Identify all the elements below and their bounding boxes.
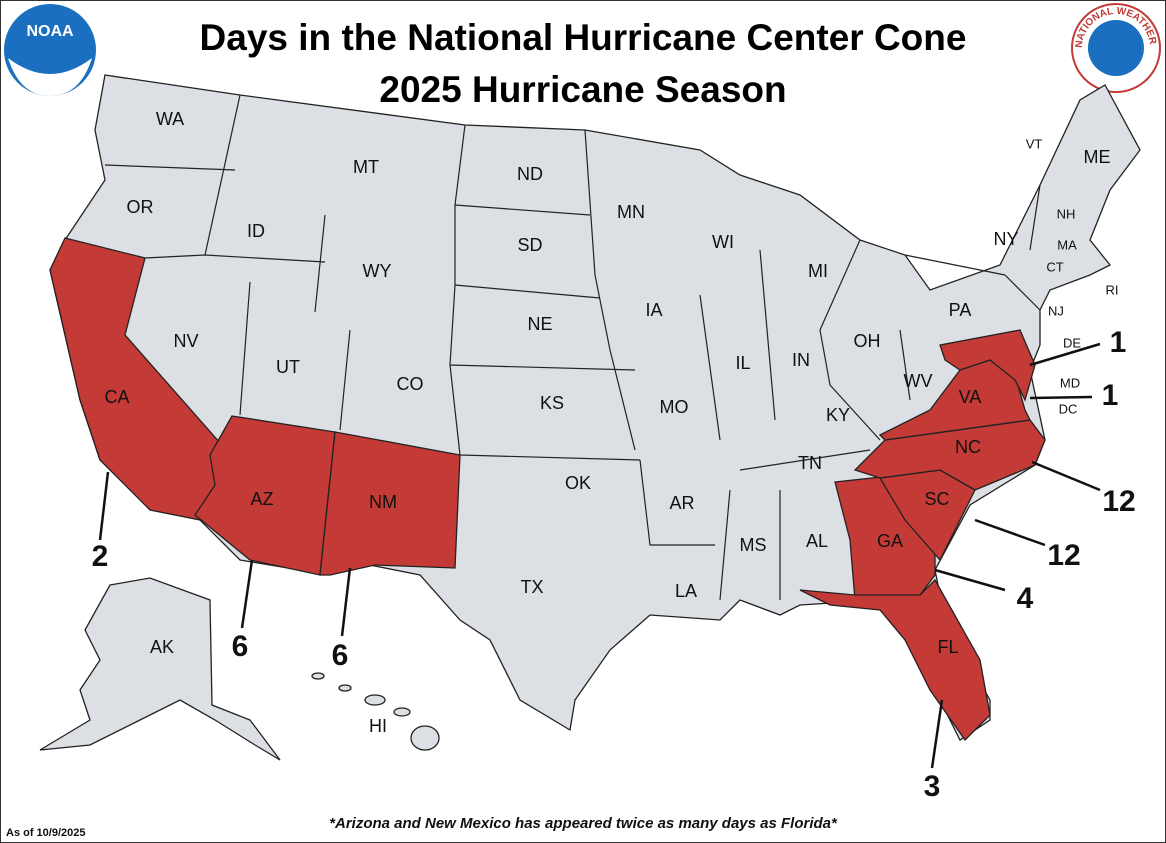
state-label: TX [520,577,543,597]
days-label: 1 [1102,379,1119,412]
state-label: MD [1060,375,1080,390]
state-label: DC [1059,401,1078,416]
state-label: PA [949,300,972,320]
state-label: IL [735,353,750,373]
noaa-text: NOAA [26,23,74,40]
days-label: 2 [92,540,109,573]
state-label: MN [617,202,645,222]
state-label: WV [904,371,933,391]
as-of: As of 10/9/2025 [6,827,86,839]
state-label: TN [798,453,822,473]
leader-line [974,518,1046,547]
leader-line [930,699,944,769]
leader-line [1029,395,1093,400]
state-label: MS [740,535,767,555]
state-label: OH [854,331,881,351]
state-label: AR [669,493,694,513]
state-label: MA [1057,237,1077,252]
state-label: AL [806,531,828,551]
leader-line [1031,460,1101,492]
state-label: SD [517,235,542,255]
state-label: CT [1046,259,1063,274]
state-label: IN [792,350,810,370]
state-label: UT [276,357,300,377]
state-label: CA [104,387,129,407]
state-label: FL [937,637,958,657]
state-label: NJ [1048,303,1064,318]
state-label: SC [924,489,949,509]
highlighted-state [319,431,461,576]
state-label: GA [877,531,903,551]
days-label: 12 [1047,539,1080,572]
leader-line [240,559,254,629]
state-label: NE [527,314,552,334]
noaa-logo: NOAA [4,4,96,96]
state-label: VA [959,387,982,407]
hawaii [311,672,440,751]
state-label: CO [397,374,424,394]
days-label: 3 [924,770,941,803]
title-line: Days in the National Hurricane Center Co… [200,17,967,58]
state-label: NV [173,331,198,351]
state-label: LA [675,581,697,601]
state-label: NH [1057,206,1076,221]
highlighted-state [799,578,991,742]
highlighted-state [939,329,1036,402]
state-label: VT [1026,136,1043,151]
state-label: ME [1084,147,1111,167]
state-label: WA [156,109,184,129]
state-label: MI [808,261,828,281]
title-line: 2025 Hurricane Season [379,69,786,110]
state-labels: WA OR 2 CA NV ID MT WY UT 6 AZ CO 6 NM ND SD NE KS OK TX MN I… [92,109,1136,803]
leader-line [1029,342,1101,367]
state-borders [104,94,1041,601]
leader-line [934,568,1006,592]
state-label: HI [369,716,387,736]
highlighted-state [49,237,236,521]
days-label: 1 [1110,326,1127,359]
state-label: AK [150,637,174,657]
days-label: 6 [232,630,249,663]
highlighted-states [49,237,1046,742]
days-label: 6 [332,639,349,672]
state-label: KS [540,393,564,413]
state-label: OR [127,197,154,217]
state-label: ND [517,164,543,184]
alaska [39,577,281,761]
state-label: AZ [250,489,273,509]
state-label: WI [712,232,734,252]
days-label: 4 [1017,582,1034,615]
state-label: ID [247,221,265,241]
days-label: 12 [1102,485,1135,518]
state-label: MT [353,157,379,177]
state-label: MO [660,397,689,417]
leader-line [98,471,110,541]
state-label: NM [369,492,397,512]
footnote: *Arizona and New Mexico has appeared twi… [329,815,838,832]
state-label: IA [645,300,662,320]
state-label: KY [826,405,850,425]
state-label: OK [565,473,591,493]
state-label: NY [993,229,1018,249]
state-label: DE [1063,335,1081,350]
leader-line [340,567,352,637]
state-label: RI [1106,282,1119,297]
state-label: NC [955,437,981,457]
state-label: WY [363,261,392,281]
